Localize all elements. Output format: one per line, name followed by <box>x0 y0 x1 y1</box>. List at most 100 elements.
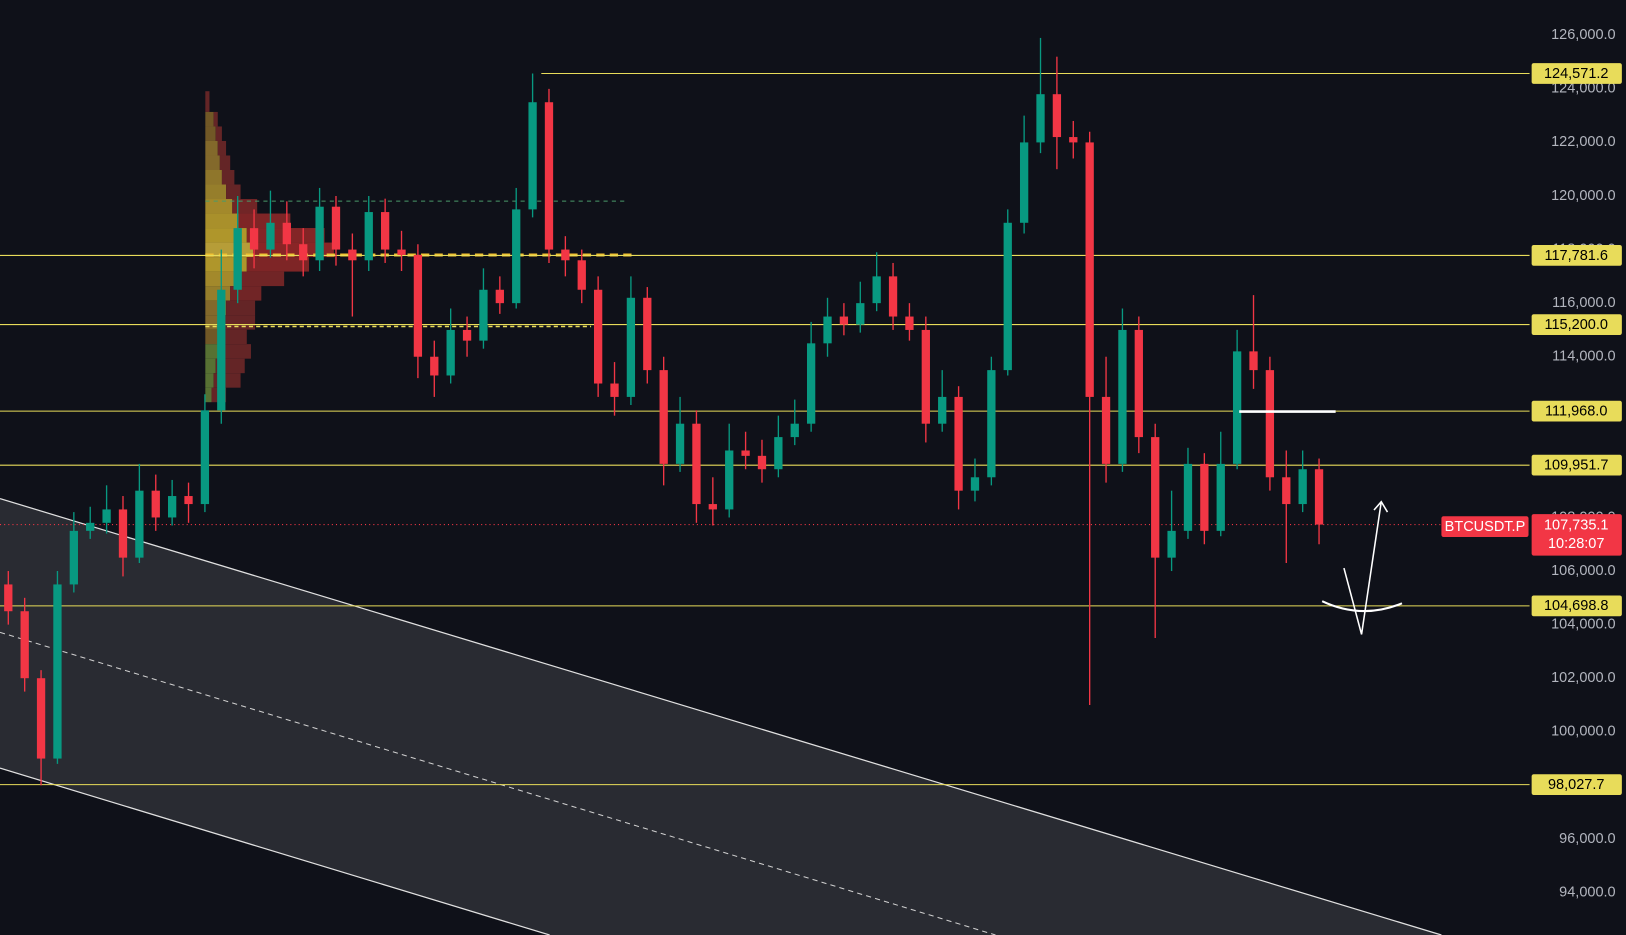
candle-body <box>331 206 341 250</box>
candle-body <box>184 496 193 505</box>
channel-lower <box>0 767 550 935</box>
level-tag <box>1531 774 1622 795</box>
candle-body <box>348 249 357 261</box>
candle-body <box>888 276 898 317</box>
level-label: 109,951.7 <box>1544 458 1609 474</box>
candle-body <box>692 423 701 505</box>
candle-body <box>823 316 832 344</box>
candle-body <box>1282 477 1291 505</box>
last-price-tag <box>1531 514 1622 556</box>
candle-body <box>921 329 930 424</box>
candle-body <box>725 450 734 510</box>
candle-body <box>1036 94 1045 143</box>
candle-body <box>397 249 406 255</box>
level-label: 117,781.6 <box>1544 248 1607 264</box>
y-tick-label: 102,000.0 <box>1551 670 1616 686</box>
candle-body <box>1183 463 1193 531</box>
candle-body <box>790 423 799 438</box>
candle-body <box>1019 142 1029 223</box>
candle-body <box>1151 437 1160 558</box>
candle-body <box>1052 94 1062 138</box>
y-tick-label: 114,000.0 <box>1552 349 1615 365</box>
candle-body <box>217 289 226 411</box>
candle-body <box>1167 530 1176 558</box>
candle-body <box>610 383 619 397</box>
last-price-label: 107,735.1 <box>1544 517 1609 533</box>
candle-body <box>839 316 849 325</box>
candle-body <box>479 289 488 341</box>
candle-body <box>1298 469 1307 505</box>
y-tick-label: 116,000.0 <box>1552 295 1615 311</box>
candle-body <box>364 212 373 261</box>
candle-body <box>987 370 996 478</box>
candle-body <box>1265 370 1275 478</box>
level-tag <box>1531 63 1622 84</box>
candle-body <box>856 303 865 325</box>
candle-body <box>135 490 144 558</box>
y-tick-label: 126,000.0 <box>1551 27 1616 43</box>
level-tag <box>1531 454 1622 476</box>
candle-body <box>577 260 586 290</box>
candle-body <box>1314 469 1324 525</box>
candle-body <box>299 244 308 261</box>
candle-body <box>20 611 29 679</box>
candle-body <box>200 410 210 505</box>
candle-body <box>954 396 963 491</box>
candle-body <box>1249 351 1258 371</box>
drawn-curve <box>1321 600 1403 613</box>
candle-body <box>872 276 881 304</box>
countdown-label: 10:28:07 <box>1548 536 1604 552</box>
candle-body <box>462 329 472 341</box>
candle-body <box>561 249 570 261</box>
candle-body <box>1069 137 1078 143</box>
candle-body <box>86 522 95 531</box>
candle-body <box>380 212 390 250</box>
candle-body <box>1232 351 1242 464</box>
candle-body <box>970 477 980 491</box>
candle-body <box>266 222 275 250</box>
candle-body <box>36 678 46 759</box>
candle-body <box>774 437 783 470</box>
candle-body <box>741 450 750 456</box>
y-tick-label: 104,000.0 <box>1551 616 1616 632</box>
candle-body <box>528 102 537 210</box>
candle-body <box>708 504 717 510</box>
level-label: 98,027.7 <box>1548 777 1604 793</box>
y-tick-label: 106,000.0 <box>1551 563 1616 579</box>
level-label: 104,698.8 <box>1544 598 1609 614</box>
y-tick-label: 96,000.0 <box>1559 831 1615 847</box>
level-label: 111,968.0 <box>1545 404 1607 420</box>
price-axis: 94,000.096,000.098,000.0100,000.0102,000… <box>1531 27 1622 900</box>
candle-body <box>446 329 455 376</box>
y-tick-label: 122,000.0 <box>1551 134 1616 150</box>
symbol-label: BTCUSDT.P <box>1445 519 1526 535</box>
candle-body <box>1003 222 1012 371</box>
candle-body <box>512 209 521 304</box>
candle-body <box>413 254 423 357</box>
drawn-arrow <box>1343 501 1383 635</box>
candle-body <box>1101 396 1111 464</box>
arrow-head <box>1373 500 1389 513</box>
candle-body <box>806 343 816 424</box>
candle-body <box>1085 142 1094 397</box>
candle-body <box>430 356 439 376</box>
candle-body <box>1216 463 1225 531</box>
y-tick-label: 120,000.0 <box>1551 188 1616 204</box>
candle-body <box>1134 329 1143 438</box>
candle-body <box>118 509 128 558</box>
y-tick-label: 94,000.0 <box>1559 884 1615 900</box>
candle-body <box>643 297 652 371</box>
candle-body <box>905 316 914 330</box>
candle-body <box>53 584 62 759</box>
candle-body <box>757 455 767 470</box>
candle-body <box>233 228 242 290</box>
candle-body <box>938 396 947 424</box>
candle-body <box>151 490 160 518</box>
candle-body <box>1118 329 1127 464</box>
level-label: 115,200.0 <box>1544 317 1607 333</box>
candle-body <box>69 530 78 585</box>
candle-body <box>167 496 177 518</box>
candle-body <box>102 509 111 523</box>
level-tag <box>1531 595 1622 617</box>
